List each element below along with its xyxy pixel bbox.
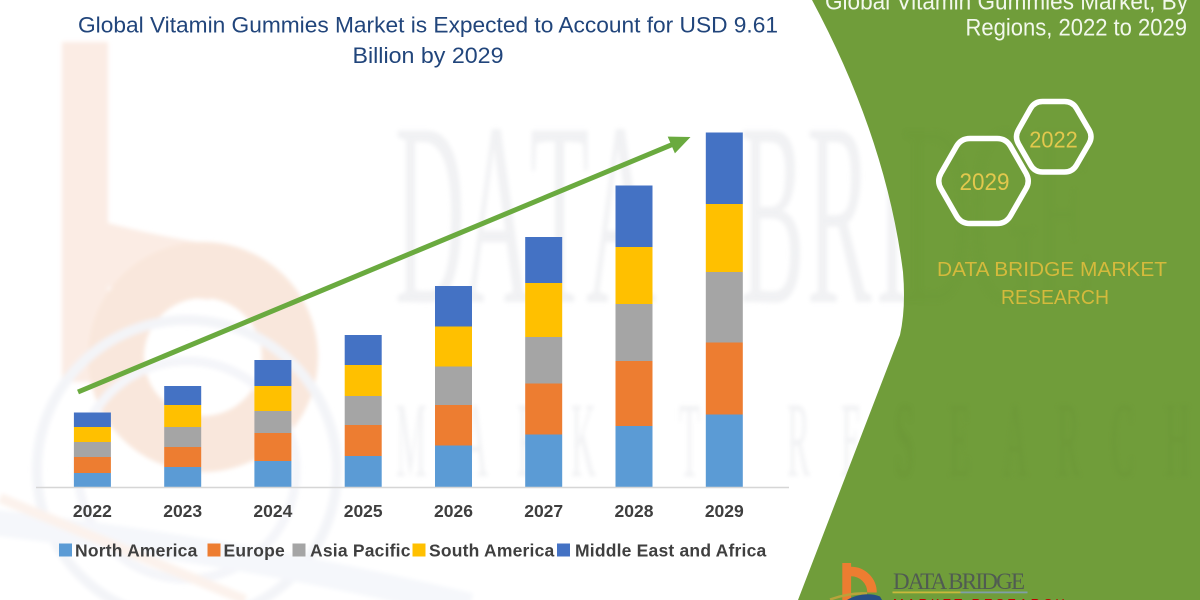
svg-text:Billion by 2029: Billion by 2029 (353, 43, 504, 68)
svg-text:DATA BRIDGE MARKET: DATA BRIDGE MARKET (937, 258, 1167, 281)
svg-text:2022: 2022 (1029, 127, 1078, 153)
svg-text:Middle East and Africa: Middle East and Africa (575, 541, 766, 561)
svg-text:Regions, 2022 to 2029: Regions, 2022 to 2029 (966, 15, 1188, 42)
svg-text:2028: 2028 (615, 501, 654, 521)
svg-text:MARKET RESEARCH: MARKET RESEARCH (893, 596, 1068, 600)
svg-text:S: S (895, 382, 914, 501)
svg-text:R: R (1057, 382, 1080, 501)
svg-text:2023: 2023 (163, 501, 202, 521)
svg-text:2024: 2024 (253, 501, 292, 521)
svg-text:R: R (787, 382, 810, 501)
svg-text:C: C (1111, 382, 1134, 501)
svg-text:Global Vitamin Gummies Market: Global Vitamin Gummies Market is Expecte… (78, 13, 778, 38)
svg-text:B: B (740, 69, 805, 359)
svg-text:M: M (396, 382, 426, 501)
svg-text:D: D (902, 69, 972, 359)
svg-text:H: H (1165, 382, 1190, 501)
svg-text:A: A (462, 69, 532, 359)
svg-text:North America: North America (75, 541, 198, 561)
svg-text:DATA BRIDGE: DATA BRIDGE (893, 569, 1027, 594)
svg-text:South America: South America (429, 541, 555, 561)
svg-text:2022: 2022 (73, 501, 112, 521)
svg-text:A: A (1003, 382, 1028, 501)
svg-text:Asia Pacific: Asia Pacific (310, 541, 411, 561)
svg-text:2025: 2025 (344, 501, 383, 521)
svg-text:RESEARCH: RESEARCH (1001, 286, 1109, 309)
svg-text:2029: 2029 (960, 169, 1010, 196)
svg-text:2026: 2026 (434, 501, 473, 521)
svg-text:Global Vitamin Gummies Market,: Global Vitamin Gummies Market, By (825, 0, 1189, 16)
svg-text:E: E (949, 382, 970, 501)
svg-text:T: T (679, 382, 700, 501)
svg-text:R: R (807, 69, 872, 359)
svg-text:E: E (1034, 69, 1093, 359)
svg-text:2029: 2029 (705, 501, 744, 521)
svg-text:K: K (571, 382, 596, 501)
svg-text:Europe: Europe (224, 541, 286, 561)
svg-text:2027: 2027 (524, 501, 563, 521)
